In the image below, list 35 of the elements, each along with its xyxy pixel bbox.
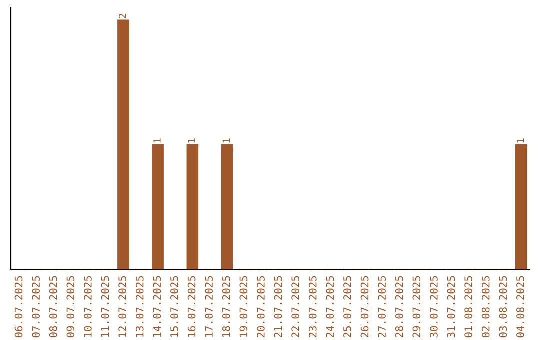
x-tick-label: 14.07.2025 — [153, 276, 162, 338]
x-tick-label: 15.07.2025 — [170, 276, 178, 338]
x-tick-label: 12.07.2025 — [118, 276, 126, 338]
x-tick-label: 18.07.2025 — [222, 276, 230, 338]
x-tick-label: 27.07.2025 — [378, 276, 386, 338]
x-tick-label: 06.07.2025 — [14, 276, 23, 338]
x-tick-label: 19.07.2025 — [240, 276, 248, 338]
x-tick-label: 31.07.2025 — [447, 276, 456, 338]
x-tick-label: 26.07.2025 — [360, 276, 369, 338]
data-label: 1 — [222, 138, 230, 143]
x-tick-label: 08.07.2025 — [49, 276, 58, 338]
x-tick-label: 22.07.2025 — [292, 276, 300, 338]
x-tick-label: 16.07.2025 — [188, 276, 196, 338]
x-tick-label: 01.08.2025 — [464, 276, 472, 338]
x-tick-label: 24.07.2025 — [326, 276, 334, 338]
x-tick-label: 02.08.2025 — [482, 276, 490, 338]
x-tick-label: 10.07.2025 — [84, 276, 92, 338]
x-tick-label: 20.07.2025 — [257, 276, 265, 338]
x-tick-label: 09.07.2025 — [66, 276, 75, 338]
data-label: 1 — [154, 138, 161, 143]
x-tick-label: 17.07.2025 — [205, 276, 213, 338]
x-tick-label: 23.07.2025 — [308, 276, 317, 338]
data-label: 1 — [516, 138, 524, 143]
data-label: 1 — [188, 138, 196, 143]
x-tick-label: 21.07.2025 — [274, 276, 282, 338]
x-tick-label: 13.07.2025 — [136, 276, 144, 338]
x-tick-label: 25.07.2025 — [344, 276, 352, 338]
x-tick-label: 04.08.2025 — [516, 276, 524, 338]
x-tick-label: 03.08.2025 — [499, 276, 508, 338]
x-tick-label: 29.07.2025 — [412, 276, 421, 338]
x-tick-label: 11.07.2025 — [101, 276, 110, 338]
x-tick-label: 30.07.2025 — [430, 276, 438, 338]
data-label: 2 — [118, 14, 126, 18]
x-tick-label: 28.07.2025 — [395, 276, 404, 338]
x-tick-label: 07.07.2025 — [32, 276, 40, 338]
